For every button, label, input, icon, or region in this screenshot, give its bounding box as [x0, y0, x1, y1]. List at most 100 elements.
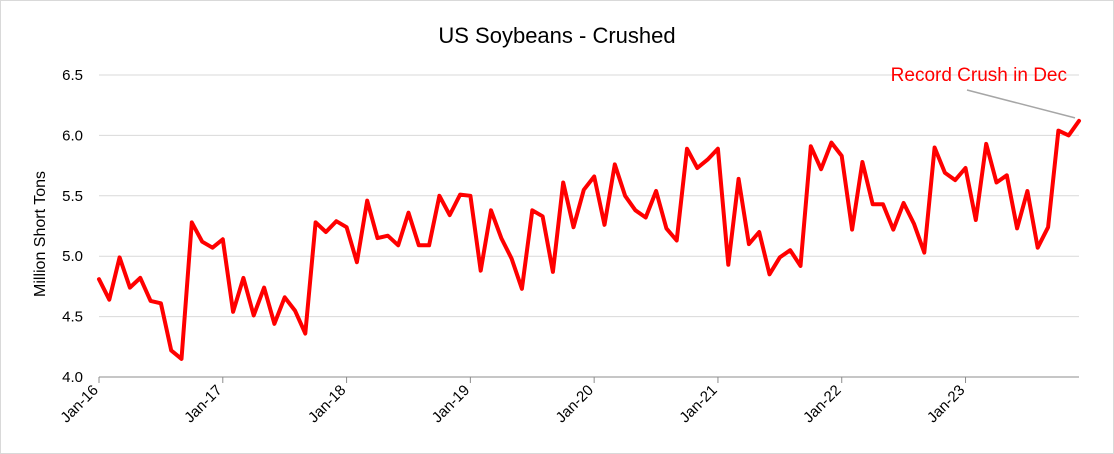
data-point-1 — [107, 298, 111, 302]
data-point-0 — [97, 277, 101, 281]
data-point-22 — [324, 230, 328, 234]
data-point-12 — [221, 237, 225, 241]
data-point-8 — [180, 357, 184, 361]
x-tick-label-7: Jan-23 — [924, 382, 968, 426]
data-point-52 — [633, 208, 637, 212]
data-point-87 — [995, 181, 999, 185]
data-point-63 — [747, 242, 751, 246]
data-point-62 — [737, 177, 741, 181]
data-point-88 — [1005, 173, 1009, 177]
data-point-7 — [169, 348, 173, 352]
y-tick-label-3: 5.5 — [62, 188, 83, 205]
y-tick-label-5: 6.5 — [62, 67, 83, 84]
data-point-49 — [603, 223, 607, 227]
data-point-43 — [541, 214, 545, 218]
data-point-18 — [283, 295, 287, 299]
data-point-78 — [902, 201, 906, 205]
data-point-35 — [458, 193, 462, 197]
data-point-26 — [365, 199, 369, 203]
data-point-11 — [211, 246, 215, 250]
data-point-37 — [479, 269, 483, 273]
data-point-64 — [757, 230, 761, 234]
y-tick-label-0: 4.0 — [62, 369, 83, 386]
series-line-crushed — [97, 118, 1081, 361]
data-point-4 — [138, 276, 142, 280]
data-point-60 — [716, 147, 720, 151]
data-point-54 — [654, 189, 658, 193]
data-point-21 — [314, 220, 318, 224]
data-point-95 — [1077, 119, 1081, 123]
data-point-71 — [829, 141, 833, 145]
data-point-61 — [726, 263, 730, 267]
x-tick-label-5: Jan-21 — [676, 382, 720, 426]
data-point-34 — [448, 213, 452, 217]
data-point-16 — [262, 286, 266, 290]
data-point-73 — [850, 228, 854, 232]
data-point-33 — [437, 194, 441, 198]
data-point-83 — [953, 178, 957, 182]
y-tick-label-4: 6.0 — [62, 127, 83, 144]
data-point-53 — [644, 216, 648, 220]
chart-title: US Soybeans - Crushed — [438, 23, 675, 48]
data-point-56 — [675, 239, 679, 243]
data-point-14 — [241, 276, 245, 280]
data-point-19 — [293, 309, 297, 313]
data-point-46 — [572, 225, 576, 229]
x-tick-label-6: Jan-22 — [800, 382, 844, 426]
data-point-91 — [1036, 246, 1040, 250]
data-point-45 — [561, 181, 565, 185]
data-point-28 — [386, 234, 390, 238]
data-point-10 — [200, 240, 204, 244]
data-point-93 — [1056, 129, 1060, 133]
data-point-89 — [1015, 226, 1019, 230]
annotation-record-crush: Record Crush in Dec — [891, 65, 1067, 86]
x-tick-label-4: Jan-20 — [553, 382, 597, 426]
data-point-5 — [149, 299, 153, 303]
data-point-58 — [695, 166, 699, 170]
data-point-55 — [664, 226, 668, 230]
data-point-38 — [489, 208, 493, 212]
data-point-9 — [190, 220, 194, 224]
data-point-27 — [376, 236, 380, 240]
data-point-67 — [788, 248, 792, 252]
data-point-48 — [592, 175, 596, 179]
annotation-leader-line — [966, 89, 1076, 119]
data-point-41 — [520, 287, 524, 291]
data-point-50 — [613, 162, 617, 166]
data-point-81 — [933, 146, 937, 150]
data-point-82 — [943, 171, 947, 175]
data-point-40 — [510, 257, 514, 261]
data-point-84 — [964, 166, 968, 170]
data-point-92 — [1046, 225, 1050, 229]
data-point-51 — [623, 194, 627, 198]
data-point-23 — [334, 219, 338, 223]
data-point-20 — [303, 332, 307, 336]
data-point-39 — [499, 236, 503, 240]
data-point-30 — [407, 211, 411, 215]
data-point-24 — [345, 225, 349, 229]
data-point-36 — [468, 194, 472, 198]
data-point-47 — [582, 188, 586, 192]
y-tick-label-2: 5.0 — [62, 248, 83, 265]
data-point-57 — [685, 147, 689, 151]
data-point-65 — [768, 272, 772, 276]
data-point-32 — [427, 243, 431, 247]
y-axis-label: Million Short Tons — [32, 171, 49, 297]
data-point-80 — [922, 251, 926, 255]
x-tick-label-3: Jan-19 — [429, 382, 473, 426]
data-point-42 — [530, 208, 534, 212]
data-point-13 — [231, 310, 235, 314]
data-point-86 — [984, 142, 988, 146]
data-point-6 — [159, 301, 163, 305]
data-point-66 — [778, 255, 782, 259]
data-point-15 — [252, 313, 256, 317]
x-tick-label-0: Jan-16 — [57, 382, 101, 426]
data-point-74 — [860, 160, 864, 164]
x-tick-label-1: Jan-17 — [181, 382, 225, 426]
data-point-44 — [551, 270, 555, 274]
data-point-31 — [417, 243, 421, 247]
data-point-69 — [809, 144, 813, 148]
data-point-75 — [871, 202, 875, 206]
